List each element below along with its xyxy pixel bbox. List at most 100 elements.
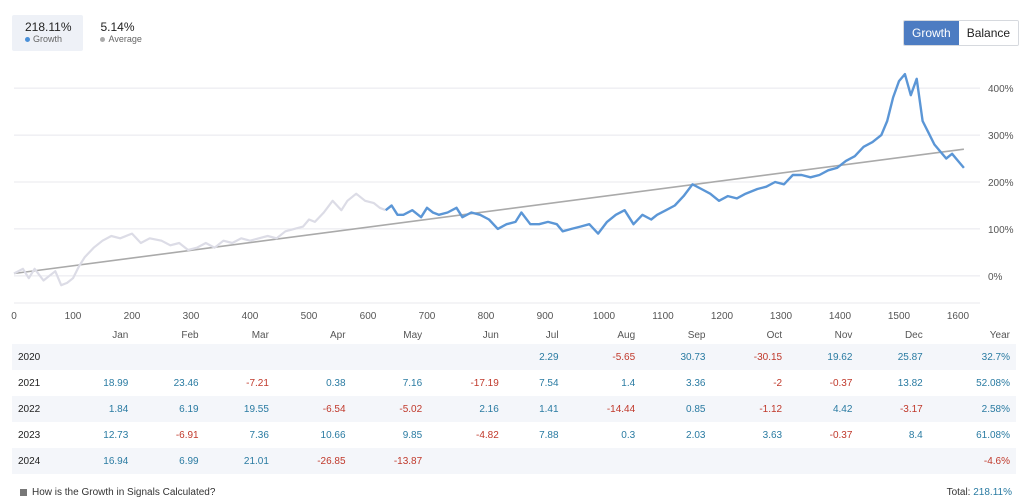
y-tick-label: 300% xyxy=(988,131,1014,142)
y-tick-label: 0% xyxy=(988,272,1003,283)
year-cell: 2020 xyxy=(12,344,64,370)
value-cell: 52.08% xyxy=(976,377,1010,389)
year-cell: 2023 xyxy=(18,429,41,441)
value-cell: 23.46 xyxy=(173,377,199,389)
table-header-cell: Jul xyxy=(545,329,559,341)
table-header-cell: Apr xyxy=(330,329,346,341)
value-cell: 7.16 xyxy=(402,377,423,389)
value-cell: 2.03 xyxy=(686,429,706,441)
x-tick-label: 700 xyxy=(419,311,436,322)
table-header-cell: Dec xyxy=(904,329,923,341)
value-cell: 4.42 xyxy=(788,396,859,422)
value-cell xyxy=(134,344,205,370)
value-cell: 7.88 xyxy=(539,429,559,441)
table-header-cell: May xyxy=(403,329,423,341)
x-tick-label: 200 xyxy=(124,311,141,322)
growth-dot-icon xyxy=(25,37,30,42)
value-cell: 6.19 xyxy=(134,396,205,422)
value-cell xyxy=(274,344,352,370)
value-cell: 2.16 xyxy=(428,396,505,422)
average-stat[interactable]: 5.14% Average xyxy=(87,15,153,51)
value-cell: -2 xyxy=(773,377,783,389)
monthly-returns-table: Jan Feb Mar Apr May Jun Jul Aug Sep Oct Nov Dec Year… xyxy=(12,326,1016,474)
x-tick-label: 0 xyxy=(11,311,17,322)
value-cell xyxy=(504,448,565,474)
y-tick-label: 100% xyxy=(988,225,1014,236)
x-tick-label: 300 xyxy=(183,311,200,322)
value-cell: -26.85 xyxy=(274,448,352,474)
x-tick-label: 1200 xyxy=(711,311,734,322)
average-trend-line xyxy=(13,148,965,275)
value-cell xyxy=(428,344,505,370)
y-tick-label: 200% xyxy=(988,178,1014,189)
info-square-icon xyxy=(20,489,27,496)
value-cell: 25.87 xyxy=(858,344,929,370)
table-row: 2021 18.99 23.46 -7.21 0.38 7.16 -17.19 7.54 1.4… xyxy=(12,370,1016,396)
value-cell: -0.37 xyxy=(829,429,853,441)
value-cell xyxy=(788,448,859,474)
total-label: Total: xyxy=(946,487,971,498)
value-cell: 7.54 xyxy=(539,377,559,389)
table-header-cell: Nov xyxy=(834,329,853,341)
total-summary: Total: 218.11% xyxy=(947,487,1012,498)
x-tick-label: 1300 xyxy=(770,311,793,322)
value-cell: -14.44 xyxy=(564,396,642,422)
x-tick-label: 400 xyxy=(242,311,259,322)
chart-mode-toggle: Growth Balance xyxy=(903,20,1020,46)
value-cell: 1.4 xyxy=(621,377,636,389)
value-cell: 21.01 xyxy=(204,448,275,474)
value-cell: 2.29 xyxy=(504,344,565,370)
growth-toggle-button[interactable]: Growth xyxy=(904,21,959,45)
table-header-cell: Aug xyxy=(617,329,636,341)
value-cell: 6.99 xyxy=(134,448,205,474)
average-value: 5.14% xyxy=(100,20,135,34)
growth-value: 218.11% xyxy=(25,20,72,34)
value-cell: -1.12 xyxy=(711,396,789,422)
x-tick-label: 100 xyxy=(65,311,82,322)
value-cell: -7.21 xyxy=(246,377,269,389)
value-cell: 1.84 xyxy=(64,396,135,422)
value-cell: -4.6% xyxy=(928,448,1016,474)
y-tick-label: 400% xyxy=(988,84,1014,95)
table-header-cell: Sep xyxy=(687,329,706,341)
table-header-cell xyxy=(12,326,64,344)
value-cell: -4.82 xyxy=(476,429,499,441)
value-cell: 9.85 xyxy=(402,429,423,441)
value-cell: 18.99 xyxy=(103,377,129,389)
table-header-cell: Year xyxy=(989,329,1010,341)
value-cell xyxy=(351,344,429,370)
value-cell: 16.94 xyxy=(64,448,135,474)
growth-label: Growth xyxy=(33,34,63,44)
value-cell xyxy=(641,448,712,474)
growth-line xyxy=(384,72,965,235)
value-cell: -5.02 xyxy=(351,396,429,422)
value-cell xyxy=(204,344,275,370)
value-cell: 2.58% xyxy=(928,396,1016,422)
growth-stat[interactable]: 218.11% Growth xyxy=(12,15,84,51)
value-cell: 10.66 xyxy=(320,429,346,441)
x-tick-label: 1100 xyxy=(652,311,674,322)
value-cell: -30.15 xyxy=(711,344,789,370)
growth-help-text: How is the Growth in Signals Calculated? xyxy=(32,487,216,498)
total-value: 218.11% xyxy=(973,487,1012,498)
value-cell xyxy=(858,448,929,474)
year-cell: 2024 xyxy=(12,448,64,474)
value-cell: 1.41 xyxy=(504,396,565,422)
average-label: Average xyxy=(108,34,142,44)
value-cell xyxy=(64,344,135,370)
growth-help-link[interactable]: How is the Growth in Signals Calculated? xyxy=(20,487,215,498)
year-cell: 2021 xyxy=(18,377,41,389)
balance-toggle-button[interactable]: Balance xyxy=(958,21,1019,45)
table-header-row: Jan Feb Mar Apr May Jun Jul Aug Sep Oct Nov Dec Year xyxy=(12,326,1016,344)
value-cell: 8.4 xyxy=(908,429,923,441)
value-cell: 19.62 xyxy=(788,344,859,370)
value-cell: 0.85 xyxy=(641,396,712,422)
x-tick-label: 900 xyxy=(537,311,554,322)
x-tick-label: 1400 xyxy=(829,311,852,322)
value-cell: -17.19 xyxy=(470,377,499,389)
value-cell: 0.3 xyxy=(621,429,636,441)
value-cell: 13.82 xyxy=(897,377,923,389)
value-cell: 61.08% xyxy=(976,429,1010,441)
x-tick-label: 800 xyxy=(478,311,495,322)
value-cell xyxy=(428,448,505,474)
